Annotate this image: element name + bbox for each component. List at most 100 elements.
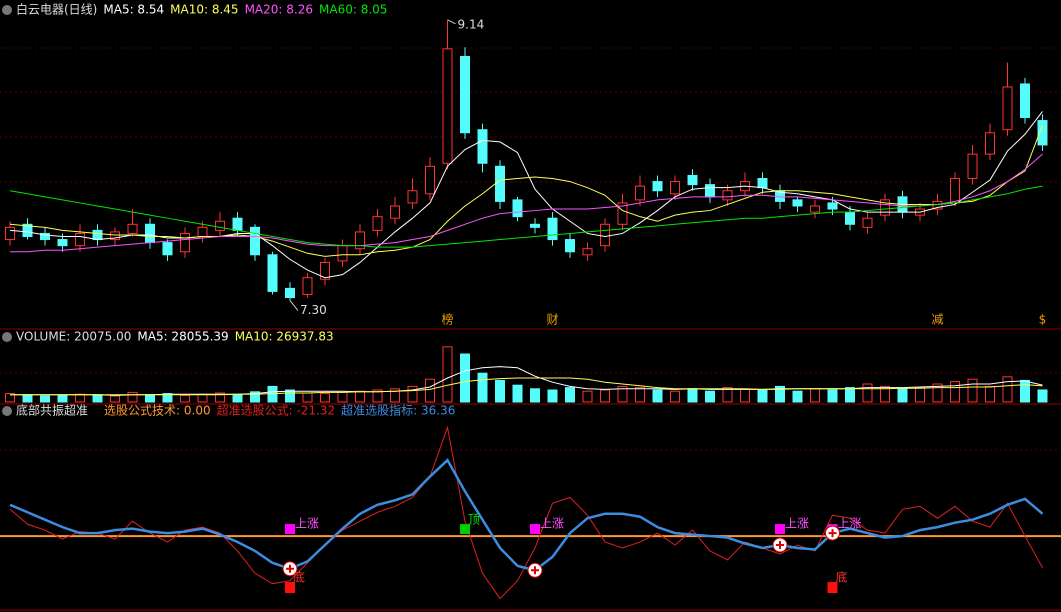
legend-entry: MA10: 26937.83 <box>235 330 334 344</box>
low-label: 7.30 <box>300 303 327 317</box>
event-label: $ <box>1039 313 1047 327</box>
candle-body <box>337 245 348 262</box>
volume-bar <box>495 379 505 403</box>
volume-bar <box>145 394 155 403</box>
candle-body <box>845 211 855 225</box>
volume-bar <box>600 389 610 403</box>
event-label: 减 <box>931 313 943 327</box>
event-label: 财 <box>546 313 558 327</box>
volume-bar <box>915 387 925 403</box>
candle-body <box>145 223 155 244</box>
series-line <box>9 124 1043 257</box>
candle-body <box>232 217 243 231</box>
panel-title: VOLUME: 20075.00 <box>16 330 131 344</box>
candle-body <box>652 181 663 192</box>
volume-bar <box>22 394 33 403</box>
volume-bar <box>670 390 680 403</box>
volume-bar <box>1002 376 1013 403</box>
candle-body <box>460 55 470 134</box>
candle-body <box>617 202 628 225</box>
candle-body <box>5 226 15 241</box>
candle-body <box>22 223 33 238</box>
candle-body <box>407 190 418 204</box>
volume-bar <box>547 389 558 403</box>
volume-bar <box>705 390 715 403</box>
candle-body <box>197 226 208 238</box>
panel-menu-icon[interactable] <box>2 332 12 342</box>
rise-label: 上涨 <box>295 516 319 531</box>
volume-bar <box>285 389 295 403</box>
volume-bar <box>740 388 750 403</box>
pointer <box>289 300 299 311</box>
volume-bar <box>792 390 803 403</box>
candle-body <box>1037 120 1048 146</box>
candle-body <box>355 231 365 250</box>
series-line <box>9 185 1043 248</box>
volume-bar <box>372 389 383 403</box>
volume-bar <box>722 387 733 403</box>
volume-bar <box>460 353 470 403</box>
signal-box <box>285 582 295 594</box>
signal-box <box>775 524 785 535</box>
candle-body <box>827 202 838 210</box>
volume-bar <box>215 392 225 403</box>
candle-body <box>320 261 330 280</box>
legend-entry: MA60: 8.05 <box>319 3 387 17</box>
volume-bar <box>880 385 890 403</box>
volume-bar <box>985 385 995 403</box>
panel-menu-icon[interactable] <box>2 5 12 15</box>
candle-body <box>110 231 120 241</box>
volume-bar <box>57 394 68 403</box>
signal-icon <box>776 540 784 549</box>
event-label: 榜 <box>441 312 453 327</box>
volume-bar <box>92 394 103 403</box>
candle-body <box>250 226 260 256</box>
candle-body <box>670 181 680 195</box>
signal-icon <box>828 529 837 538</box>
volume-bar <box>827 389 838 403</box>
signal-box <box>460 524 470 535</box>
volume-bar <box>355 390 365 403</box>
legend-entry: 超准选股指标: 36.36 <box>341 403 455 418</box>
bottom-label: 底 <box>293 570 305 585</box>
volume-bar <box>862 383 873 403</box>
signal-box <box>530 524 540 535</box>
volume-bar <box>652 389 663 403</box>
volume-bar <box>232 394 243 403</box>
volume-bar <box>5 393 15 403</box>
candle-body <box>792 199 803 207</box>
candle-body <box>880 199 890 216</box>
pointer <box>447 19 456 25</box>
candle-body <box>810 205 820 213</box>
volume-bar <box>687 388 698 403</box>
series-line <box>10 153 1043 253</box>
panel-title: 白云电器(日线) <box>16 2 97 17</box>
bottom-label: 底 <box>836 570 848 585</box>
signal-icon <box>286 564 294 573</box>
candle-body <box>92 229 103 241</box>
candle-body <box>635 185 645 201</box>
legend-entry: MA5: 8.54 <box>103 3 164 17</box>
panel-menu-icon[interactable] <box>2 406 12 416</box>
candle-body <box>985 132 995 155</box>
series-line <box>10 366 1043 396</box>
candle-body <box>565 239 575 253</box>
volume-bar <box>1037 389 1048 403</box>
volume-bar <box>250 391 260 403</box>
candle-body <box>477 129 488 164</box>
series-line <box>10 377 1043 396</box>
candle-body <box>215 220 225 231</box>
candle-body <box>302 277 313 295</box>
candle-body <box>757 178 768 189</box>
candle-body <box>40 232 50 241</box>
candle-body <box>722 190 733 201</box>
signal-box <box>285 524 295 535</box>
candle-body <box>285 287 295 299</box>
candle-body <box>127 223 138 234</box>
volume-bar <box>565 387 575 403</box>
volume-bar <box>1020 379 1030 403</box>
volume-bar <box>407 385 418 403</box>
legend-entry: MA5: 28055.39 <box>137 330 228 344</box>
